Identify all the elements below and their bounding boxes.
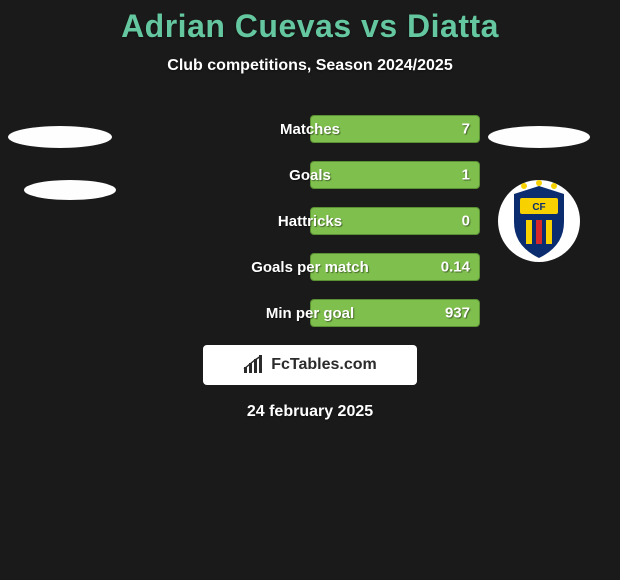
stat-value-right: 1	[462, 167, 470, 184]
bar-chart-icon	[243, 355, 265, 375]
season-subtitle: Club competitions, Season 2024/2025	[0, 57, 620, 75]
bar-right	[310, 207, 480, 235]
stat-value-right: 0.14	[441, 259, 470, 276]
comparison-title: Adrian Cuevas vs Diatta	[0, 0, 620, 45]
snapshot-date: 24 february 2025	[0, 403, 620, 421]
stat-row: Matches7	[0, 115, 620, 143]
svg-text:CF: CF	[532, 202, 545, 213]
club-crest-icon: CF	[504, 180, 574, 262]
fctables-logo-text: FcTables.com	[271, 356, 377, 374]
stat-value-right: 0	[462, 213, 470, 230]
bar-left-container	[140, 161, 310, 189]
bar-right	[310, 161, 480, 189]
bar-left-container	[140, 299, 310, 327]
bar-left-container	[140, 207, 310, 235]
club-badge-right: CF	[498, 180, 580, 262]
bar-right-container	[310, 207, 480, 235]
bar-right-container	[310, 161, 480, 189]
fctables-logo-box[interactable]: FcTables.com	[203, 345, 417, 385]
bar-right-container	[310, 115, 480, 143]
stat-value-right: 7	[462, 121, 470, 138]
stat-row: Min per goal937	[0, 299, 620, 327]
stat-value-right: 937	[445, 305, 470, 322]
bar-left-container	[140, 253, 310, 281]
bar-left-container	[140, 115, 310, 143]
bar-right	[310, 115, 480, 143]
